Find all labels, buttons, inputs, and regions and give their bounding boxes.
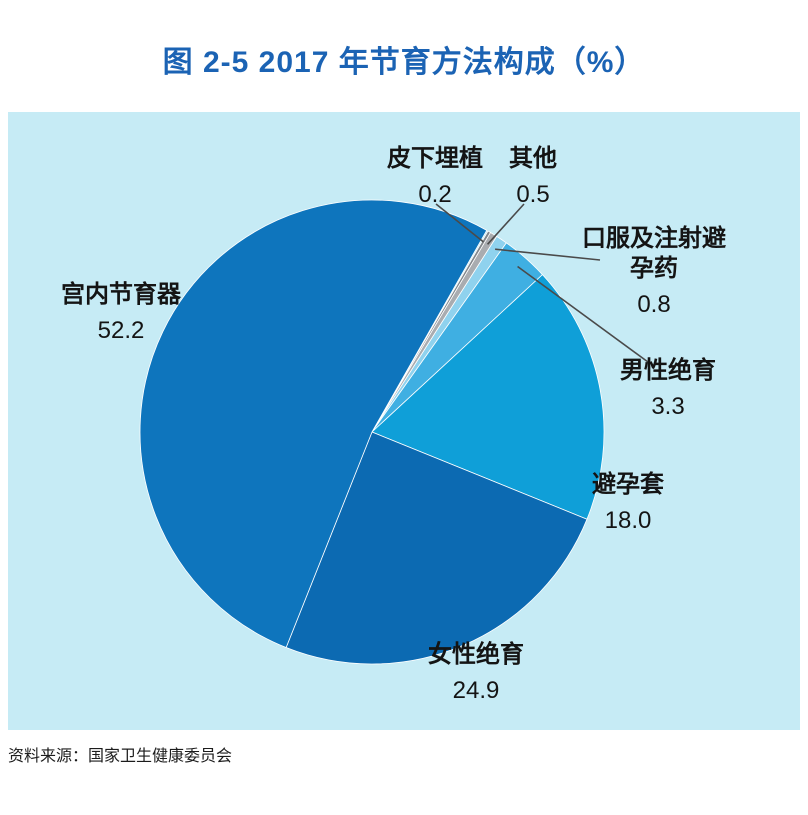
pie-slice-4 <box>371 274 605 520</box>
slice-label-name: 宫内节育器 <box>61 281 181 308</box>
chart-panel: 皮下埋植 0.2 其他 0.5 口服及注射避孕药 0.8 男性绝育 3.3 避孕… <box>8 112 800 730</box>
slice-label-value: 18.0 <box>604 507 652 534</box>
slice-label-block: 宫内节育器 52.2 <box>26 280 216 346</box>
slice-label-value: 0.8 <box>637 291 671 318</box>
slice-label-value: 0.5 <box>516 181 550 208</box>
slice-label-block: 避孕套 18.0 <box>548 470 708 536</box>
pie-chart-svg <box>139 199 649 665</box>
slice-label-name: 皮下埋植 <box>387 145 483 172</box>
slice-label-value: 52.2 <box>97 317 145 344</box>
slice-label-block: 女性绝育 24.9 <box>396 640 556 706</box>
leader-line-0 <box>435 203 484 243</box>
slice-label-value: 24.9 <box>452 677 500 704</box>
pie-slice-5 <box>285 431 588 665</box>
slice-label-value: 0.2 <box>418 181 452 208</box>
slice-label-block: 男性绝育 3.3 <box>588 356 748 422</box>
slice-label-block: 口服及注射避孕药 0.8 <box>578 224 730 320</box>
slice-label-name: 避孕套 <box>592 471 664 498</box>
slice-label-name: 其他 <box>509 145 557 172</box>
figure-title: 图 2-5 2017 年节育方法构成（%） <box>162 46 646 79</box>
leader-line-2 <box>495 248 601 261</box>
leader-line-1 <box>486 203 525 245</box>
slice-label-block: 其他 0.5 <box>463 144 603 210</box>
leader-line-3 <box>517 265 649 363</box>
slice-label-block: 皮下埋植 0.2 <box>360 144 510 210</box>
pie-slice-6 <box>139 199 488 648</box>
source-note: 资料来源：国家卫生健康委员会 <box>8 748 233 765</box>
slice-label-name: 女性绝育 <box>428 641 524 668</box>
slice-label-name: 男性绝育 <box>620 357 716 384</box>
slice-label-name: 口服及注射避孕药 <box>582 225 726 282</box>
slice-label-value: 3.3 <box>651 393 685 420</box>
